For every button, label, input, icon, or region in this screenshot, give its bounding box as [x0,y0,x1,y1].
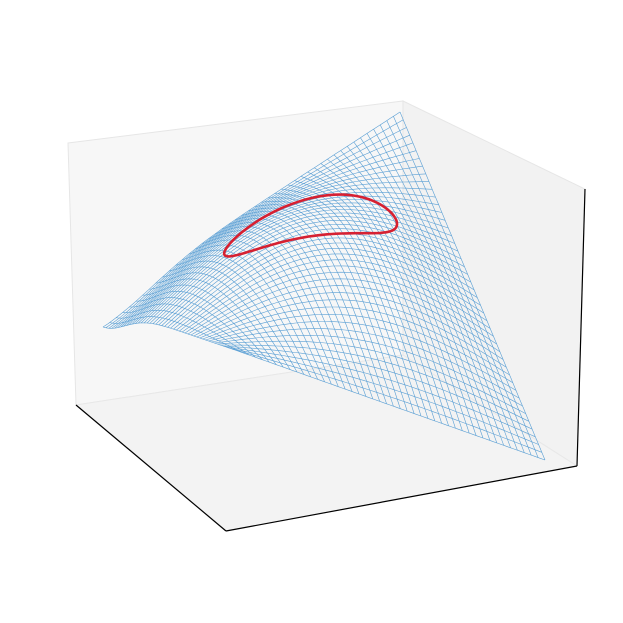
surface-line-v-27 [182,259,488,333]
surface-line-v-39 [217,340,526,414]
surface-line-u-26 [274,193,415,414]
surface-line-v-18 [155,216,459,325]
surface-line-u-28 [287,184,429,419]
surface-line-v-35 [205,313,513,383]
surface-line-v-11 [135,191,436,324]
surface-line-v-42 [226,346,536,438]
surface-line-u-14 [195,239,332,385]
surface-line-u-7 [149,278,284,368]
z-axis-line [576,188,586,467]
surface-line-u-42 [379,124,525,453]
surface-line-u-45 [399,111,546,461]
surface-line-u-5 [135,290,270,363]
surface-line-v-19 [158,220,462,326]
surface-line-v-12 [137,195,439,324]
surface-line-u-33 [320,163,463,431]
surface-line-u-4 [129,297,263,361]
surface-line-v-33 [199,299,507,368]
surface-line-u-41 [373,129,518,451]
surface-line-v-9 [129,181,430,325]
surface-line-u-32 [314,167,456,429]
surface-line-u-43 [386,120,532,456]
surface-line-v-2 [108,127,407,329]
surface-line-u-19 [228,218,367,397]
surface-line-u-23 [254,204,394,407]
surface-line-v-6 [120,158,420,328]
surface-line-v-13 [140,199,442,324]
surface-line-u-0 [102,322,236,351]
surface-line-u-38 [353,141,498,444]
surface-line-v-20 [161,224,465,326]
surface-line-v-5 [117,150,417,328]
surface-line-u-29 [294,180,436,421]
closed-curve [222,193,399,258]
surface-line-v-17 [152,212,455,324]
surface-line-v-30 [190,278,497,345]
surface-line-u-37 [346,146,491,441]
surface-line-v-4 [114,142,414,329]
surface-line-u-15 [201,235,339,387]
surface-line-v-38 [214,334,523,407]
surface-line-u-3 [122,303,256,358]
wireframe-surface [102,111,546,461]
surface-line-u-9 [162,266,298,373]
surface-line-v-43 [229,347,539,445]
surface-line-v-31 [193,285,501,352]
surface-line-u-1 [109,316,243,353]
surface-line-u-40 [366,133,511,448]
surface-line-v-36 [208,321,517,391]
surface-line-v-3 [111,134,410,329]
y-axis-line [225,465,578,532]
surface-line-v-25 [176,248,481,331]
surface-line-u-35 [333,154,477,436]
surface-line-v-1 [105,119,404,329]
surface-line-v-21 [164,228,468,327]
surface-line-u-39 [360,137,504,446]
surface-line-u-2 [116,309,249,356]
surface-line-u-12 [182,249,318,380]
surface-line-v-16 [149,209,452,324]
surface-line-v-41 [223,345,533,430]
axis-lines [75,188,586,532]
surface-line-u-34 [327,158,470,434]
surface-line-v-44 [232,348,542,453]
surface-line-v-23 [170,237,475,329]
surface-line-u-31 [307,171,449,426]
surface-line-u-18 [221,222,360,395]
surface-line-v-15 [146,205,449,324]
surface-line-u-27 [281,188,422,417]
surface-line-u-36 [340,150,484,439]
surface-line-v-14 [143,202,446,324]
surface-line-v-45 [234,349,546,461]
surface-line-u-11 [175,255,312,378]
surface-line-u-30 [300,176,442,424]
surface-line-u-17 [215,226,353,392]
surface-line-u-44 [393,116,539,458]
surface-line-v-29 [187,271,494,337]
surface-line-v-37 [211,328,520,399]
surface-line-v-40 [220,344,530,422]
surface-line-v-7 [123,165,423,327]
surface-line-u-16 [208,230,346,390]
surface-line-u-22 [248,207,387,404]
surface-line-u-25 [267,197,408,412]
surface-line-v-32 [196,292,504,360]
surface-line-v-34 [202,306,510,376]
surface-line-v-24 [173,242,478,330]
surface-line-v-8 [126,173,426,326]
surface-line-u-13 [188,244,325,382]
curve-layer [222,193,399,258]
x-axis-line [75,404,227,532]
surface-line-u-10 [168,260,305,375]
surface-line-v-28 [184,265,491,334]
surface-line-u-20 [234,214,374,399]
surface-line-v-26 [179,253,484,332]
surface-line-u-21 [241,211,380,402]
surface-line-u-24 [261,201,401,409]
surface-line-u-6 [142,284,277,365]
surface-line-u-8 [155,272,291,370]
surface-line-v-0 [102,111,401,328]
